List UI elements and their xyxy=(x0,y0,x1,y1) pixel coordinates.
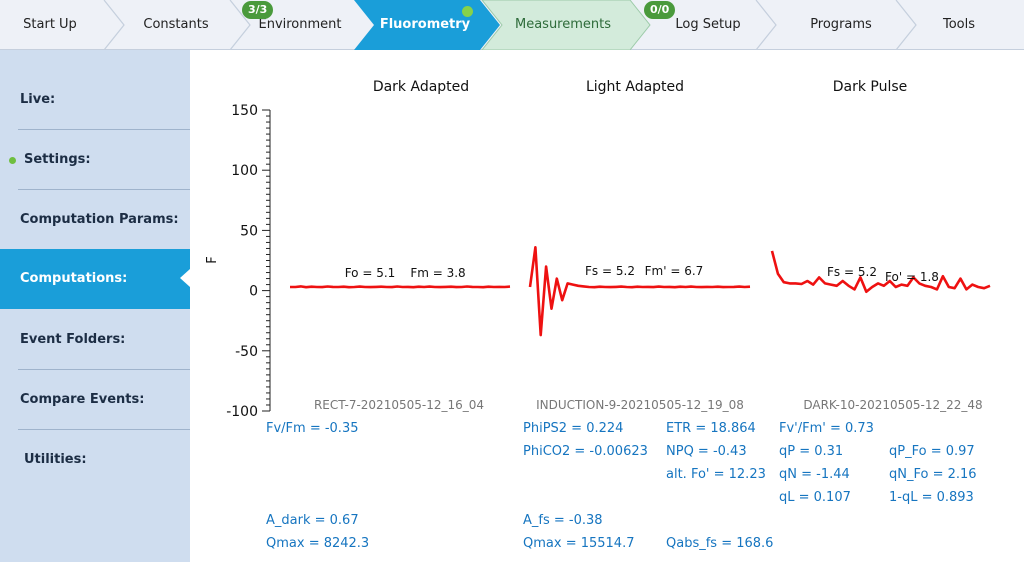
sidebar-item-event-folders[interactable]: Event Folders: xyxy=(0,310,190,370)
sidebar-item-label: Computations: xyxy=(20,271,128,286)
tab-log-setup[interactable]: Log Setup xyxy=(675,17,741,32)
series-line-dark-adapted xyxy=(290,285,511,289)
light-adapted-event-name: INDUCTION-9-20210505-12_19_08 xyxy=(536,398,744,412)
log-setup-count-badge: 0/0 xyxy=(644,1,676,19)
result-ql: qL = 0.107 xyxy=(779,490,851,505)
result-alt-fo: alt. Fo' = 12.23 xyxy=(666,467,766,482)
divider xyxy=(18,189,190,190)
fluorometry-status-dot xyxy=(462,6,473,17)
result-qn-fo: qN_Fo = 2.16 xyxy=(889,467,977,482)
light-adapted-fm-prime-label: Fm' = 6.7 xyxy=(645,264,704,278)
sidebar-item-compare-events[interactable]: Compare Events: xyxy=(0,370,190,430)
panel-title-light-adapted: Light Adapted xyxy=(586,79,684,95)
dark-adapted-event-name: RECT-7-20210505-12_16_04 xyxy=(314,398,484,412)
y-tick-label: 100 xyxy=(231,163,258,179)
tab-measurements[interactable]: Measurements xyxy=(514,17,612,32)
dark-adapted-fm-label: Fm = 3.8 xyxy=(410,266,465,280)
sidebar-item-label: Live: xyxy=(20,92,56,107)
result-qmax-dark: Qmax = 8242.3 xyxy=(266,536,370,551)
sidebar-item-label: Compare Events: xyxy=(20,392,145,407)
tab-start-up[interactable]: Start Up xyxy=(23,17,77,32)
y-tick-label: -100 xyxy=(226,404,258,420)
result-npq: NPQ = -0.43 xyxy=(666,444,747,459)
result-fv-fm-prime: Fv'/Fm' = 0.73 xyxy=(779,421,874,436)
y-tick-label: 0 xyxy=(249,284,258,300)
result-a-fs: A_fs = -0.38 xyxy=(523,513,603,528)
result-etr: ETR = 18.864 xyxy=(666,421,756,436)
sidebar-item-computations[interactable]: Computations: xyxy=(0,249,190,309)
panel-title-dark-adapted: Dark Adapted xyxy=(373,79,469,95)
active-indicator-notch xyxy=(180,269,190,287)
result-qmax-light: Qmax = 15514.7 xyxy=(523,536,635,551)
sidebar-item-settings[interactable]: Settings: xyxy=(0,130,190,190)
series-line-light-adapted xyxy=(528,246,751,337)
divider xyxy=(18,369,190,370)
dark-pulse-event-name: DARK-10-20210505-12_22_48 xyxy=(803,398,982,412)
computations-panel: 150 100 50 0 -50 -100 F Dark Adapted Light Ad… xyxy=(190,50,1024,562)
tab-tools[interactable]: Tools xyxy=(942,17,976,32)
y-tick-label: -50 xyxy=(235,344,258,360)
sidebar-item-label: Utilities: xyxy=(24,452,87,467)
y-axis: 150 100 50 0 -50 -100 xyxy=(226,103,271,420)
result-qp: qP = 0.31 xyxy=(779,444,844,459)
dark-pulse-fs-label: Fs = 5.2 xyxy=(827,265,877,279)
tab-environment[interactable]: Environment xyxy=(258,17,342,32)
series-group xyxy=(290,246,991,337)
tab-programs[interactable]: Programs xyxy=(810,17,872,32)
tab-constants[interactable]: Constants xyxy=(143,17,209,32)
result-phico2: PhiCO2 = -0.00623 xyxy=(523,444,648,459)
tab-fluorometry[interactable]: Fluorometry xyxy=(379,17,471,32)
nav-background xyxy=(0,0,1024,50)
measurements-tab-shape xyxy=(481,0,651,50)
fluorescence-chart: 150 100 50 0 -50 -100 F Dark Adapted Light Ad… xyxy=(205,79,991,420)
result-a-dark: A_dark = 0.67 xyxy=(266,513,359,528)
result-one-minus-ql: 1-qL = 0.893 xyxy=(889,490,974,505)
dark-adapted-fo-label: Fo = 5.1 xyxy=(345,266,396,280)
result-fv-fm: Fv/Fm = -0.35 xyxy=(266,421,359,436)
result-qabs-fs: Qabs_fs = 168.6 xyxy=(666,536,774,551)
divider xyxy=(18,429,190,430)
sidebar-item-live[interactable]: Live: xyxy=(0,70,190,130)
divider xyxy=(18,129,190,130)
result-phips2: PhiPS2 = 0.224 xyxy=(523,421,624,436)
y-tick-label: 50 xyxy=(240,223,258,239)
sidebar: Live: Settings: Computation Params: Comp… xyxy=(0,50,190,562)
y-axis-label: F xyxy=(205,256,220,263)
light-adapted-fs-label: Fs = 5.2 xyxy=(585,264,635,278)
dark-pulse-fo-prime-label: Fo' = 1.8 xyxy=(885,270,939,284)
sidebar-item-utilities[interactable]: Utilities: xyxy=(0,430,190,490)
sidebar-item-computation-params[interactable]: Computation Params: xyxy=(0,190,190,250)
top-navigation: Start Up Constants Environment Fluoromet… xyxy=(0,0,1024,50)
sidebar-item-label: Computation Params: xyxy=(20,212,179,227)
result-qn: qN = -1.44 xyxy=(779,467,850,482)
result-qp-fo: qP_Fo = 0.97 xyxy=(889,444,975,459)
y-tick-label: 150 xyxy=(231,103,258,119)
series-line-dark-pulse xyxy=(770,250,991,294)
settings-status-dot xyxy=(9,157,16,164)
sidebar-item-label: Event Folders: xyxy=(20,332,126,347)
sidebar-item-label: Settings: xyxy=(24,152,91,167)
panel-title-dark-pulse: Dark Pulse xyxy=(833,79,908,95)
environment-count-badge: 3/3 xyxy=(242,1,274,19)
